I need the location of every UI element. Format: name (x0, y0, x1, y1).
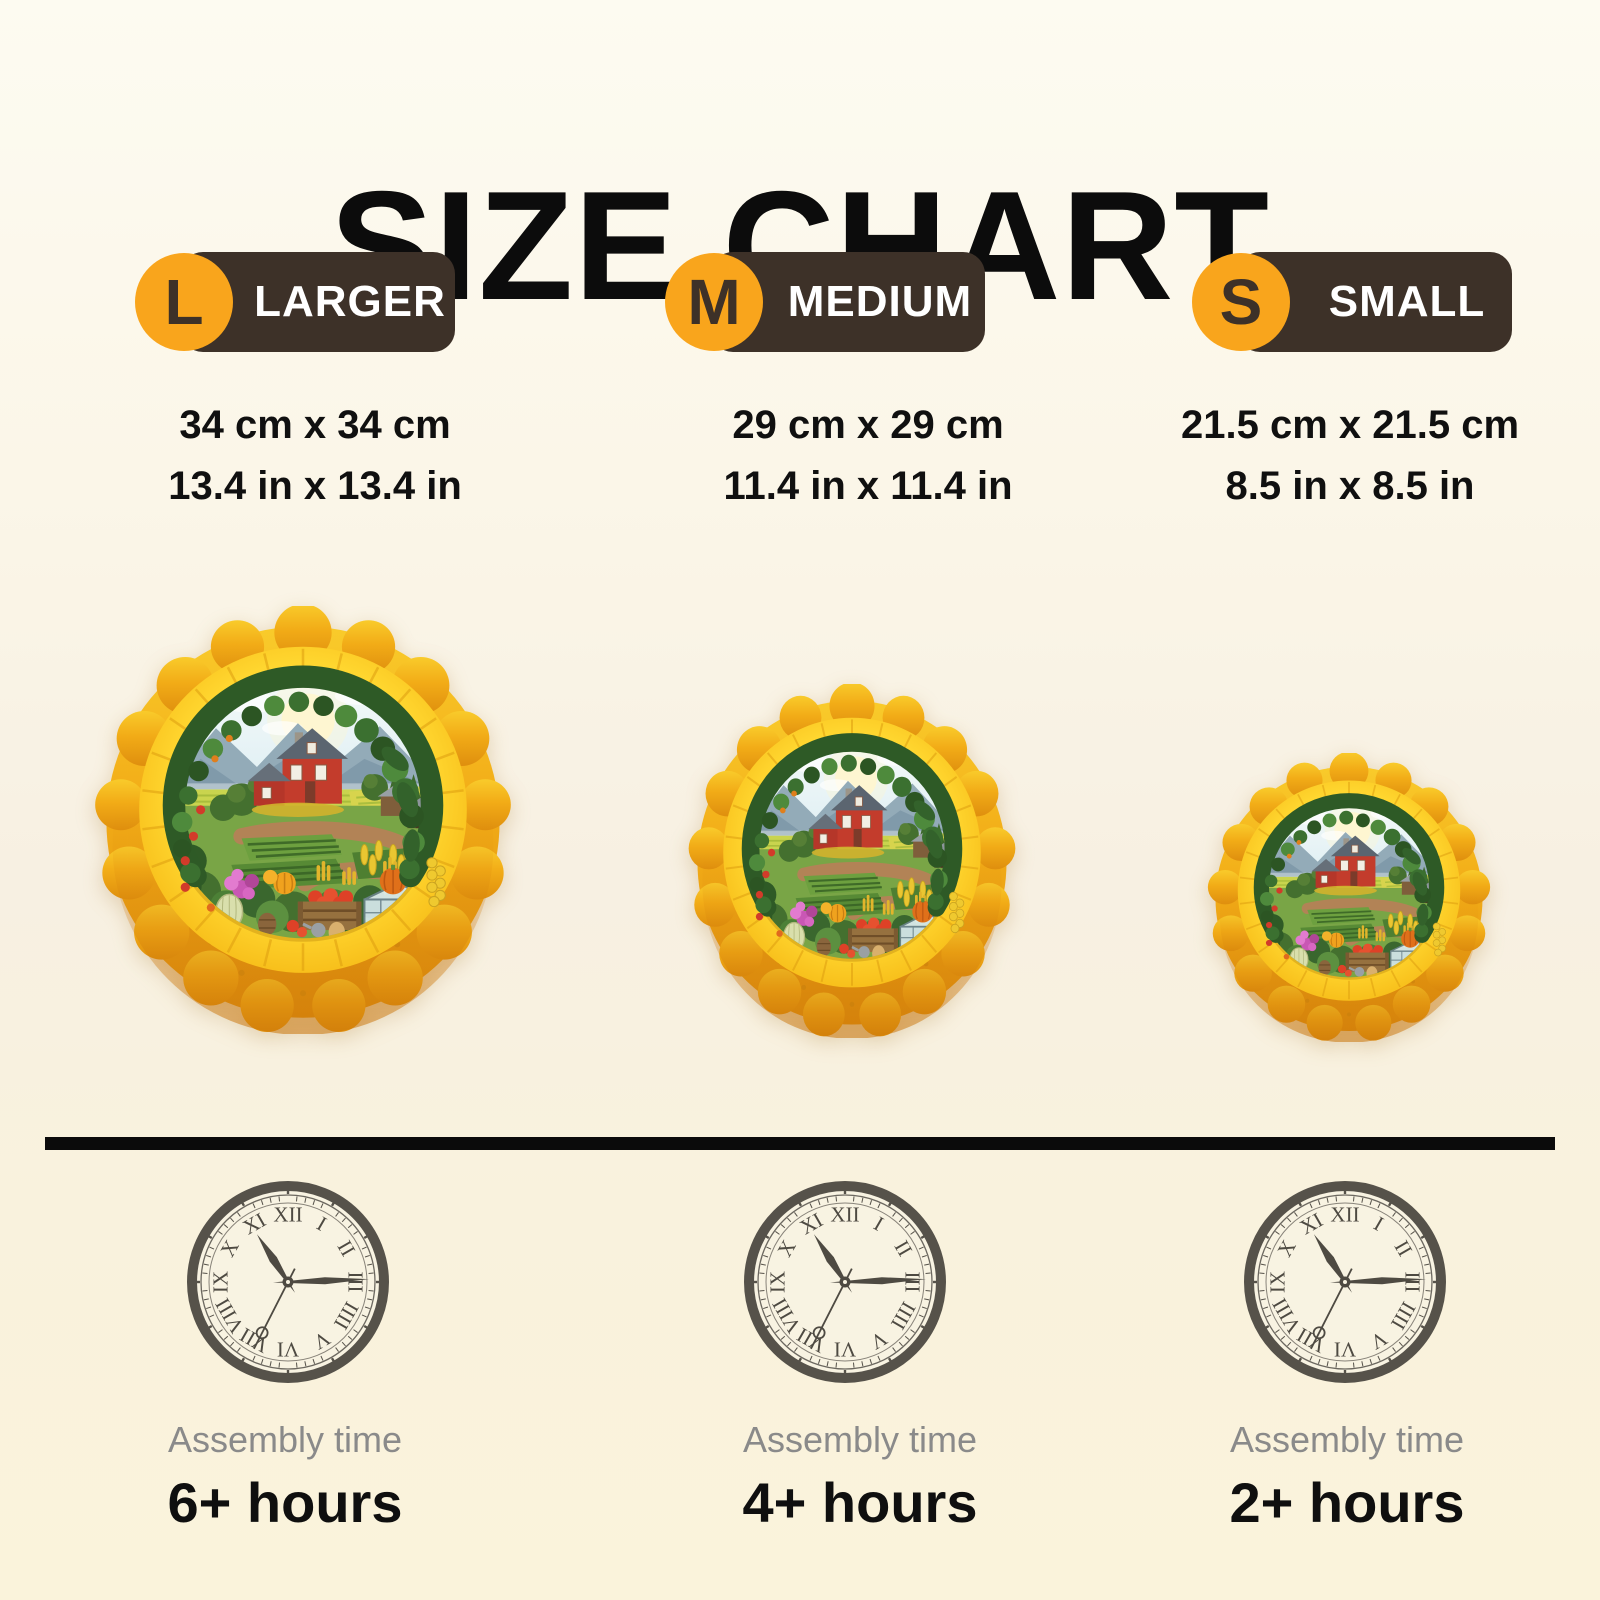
puzzle-image-small (1203, 753, 1495, 1042)
clock-icon-larger (183, 1177, 393, 1387)
assembly-time-medium: Assembly time 4+ hours (650, 1420, 1070, 1532)
assembly-time-medium-label: Assembly time (742, 1419, 978, 1460)
puzzle-image-larger (88, 606, 518, 1034)
size-badge-larger-pill: LARGER (181, 252, 455, 352)
dimensions-medium: 29 cm x 29 cm 11.4 in x 11.4 in (668, 402, 1068, 509)
puzzle-image-medium (683, 684, 1021, 1038)
dimensions-larger-in: 13.4 in x 13.4 in (168, 464, 462, 508)
assembly-time-small-hours: 2+ hours (1229, 1471, 1465, 1534)
size-badge-medium-pill: MEDIUM (711, 252, 985, 352)
assembly-time-larger-hours: 6+ hours (167, 1471, 403, 1534)
dimensions-small: 21.5 cm x 21.5 cm 8.5 in x 8.5 in (1150, 402, 1550, 509)
assembly-time-larger: Assembly time 6+ hours (75, 1420, 495, 1532)
size-badge-medium: MEDIUM M (665, 250, 985, 355)
dimensions-small-cm: 21.5 cm x 21.5 cm (1180, 403, 1520, 447)
assembly-time-larger-label: Assembly time (167, 1419, 403, 1460)
dimensions-medium-in: 11.4 in x 11.4 in (723, 464, 1013, 508)
assembly-time-medium-hours: 4+ hours (742, 1471, 978, 1534)
size-badge-larger-letter: L (135, 253, 233, 351)
dimensions-larger: 34 cm x 34 cm 13.4 in x 13.4 in (115, 402, 515, 509)
dimensions-small-in: 8.5 in x 8.5 in (1225, 464, 1475, 508)
dimensions-medium-cm: 29 cm x 29 cm (732, 403, 1004, 447)
assembly-time-small-label: Assembly time (1229, 1419, 1465, 1460)
dimensions-larger-cm: 34 cm x 34 cm (179, 403, 451, 447)
size-badge-small: SMALL S (1192, 250, 1512, 355)
assembly-time-small: Assembly time 2+ hours (1137, 1420, 1557, 1532)
size-badge-larger: LARGER L (135, 250, 455, 355)
divider-line (45, 1137, 1555, 1150)
clock-icon-small (1240, 1177, 1450, 1387)
size-badge-medium-letter: M (665, 253, 763, 351)
clock-icon-medium (740, 1177, 950, 1387)
size-badge-small-letter: S (1192, 253, 1290, 351)
